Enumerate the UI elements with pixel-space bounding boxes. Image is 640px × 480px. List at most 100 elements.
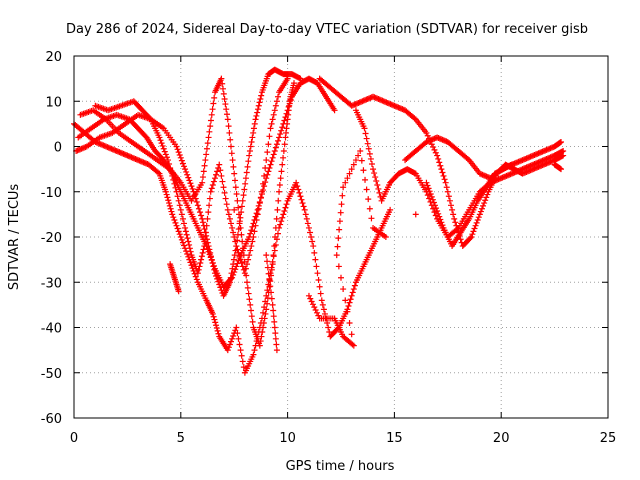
- data-point: [265, 141, 272, 148]
- y-tick-label: -60: [41, 412, 62, 427]
- data-point: [217, 167, 224, 174]
- data-point: [163, 191, 170, 198]
- data-point: [367, 155, 374, 162]
- data-point: [508, 161, 515, 168]
- data-point: [270, 111, 277, 118]
- data-point: [224, 116, 231, 123]
- data-point: [171, 217, 178, 224]
- data-point: [238, 352, 245, 359]
- data-point: [308, 234, 315, 240]
- data-point: [213, 325, 220, 332]
- data-point: [224, 206, 231, 213]
- data-point: [175, 197, 182, 204]
- data-point: [209, 106, 216, 113]
- data-point: [198, 256, 205, 263]
- data-point: [225, 344, 232, 351]
- data-point: [272, 224, 279, 231]
- data-point: [204, 215, 211, 222]
- data-point: [363, 135, 370, 142]
- data-layer: [71, 66, 567, 376]
- data-point: [234, 197, 241, 204]
- data-point: [439, 222, 446, 229]
- data-point: [219, 178, 226, 185]
- data-point: [204, 140, 211, 147]
- data-point: [252, 116, 259, 123]
- data-point: [214, 168, 221, 175]
- data-point: [312, 306, 319, 313]
- data-point: [315, 312, 322, 319]
- data-point: [258, 333, 265, 340]
- data-point: [223, 111, 230, 118]
- data-point: [248, 243, 255, 250]
- data-point: [338, 201, 345, 208]
- data-point: [442, 179, 449, 186]
- data-point: [211, 175, 218, 182]
- data-point: [272, 335, 279, 342]
- data-point: [253, 112, 260, 119]
- data-point: [267, 278, 274, 285]
- data-point: [273, 141, 280, 148]
- data-point: [242, 175, 249, 182]
- data-point: [236, 253, 243, 260]
- data-point: [429, 196, 436, 203]
- data-point: [248, 227, 255, 234]
- plot-frame: [73, 55, 609, 419]
- data-point: [299, 200, 306, 207]
- data-point: [297, 75, 304, 82]
- data-point: [311, 249, 318, 256]
- data-point: [558, 166, 565, 173]
- data-point: [211, 266, 218, 273]
- data-point: [214, 327, 221, 334]
- data-point: [205, 209, 212, 216]
- data-point: [202, 157, 209, 164]
- data-point: [233, 263, 240, 270]
- data-point: [235, 335, 242, 342]
- data-point: [435, 155, 442, 162]
- data-point: [187, 248, 194, 255]
- data-point: [227, 136, 234, 143]
- data-point: [220, 184, 227, 191]
- data-point: [241, 270, 248, 277]
- data-point: [349, 289, 356, 296]
- x-tick-label: 25: [600, 431, 617, 446]
- data-point: [218, 75, 225, 82]
- data-point: [279, 161, 286, 168]
- data-point: [365, 196, 372, 203]
- data-point: [239, 358, 246, 365]
- data-point: [231, 252, 238, 259]
- data-point: [167, 205, 174, 212]
- data-point: [266, 276, 273, 283]
- data-point: [350, 161, 357, 168]
- data-point: [209, 181, 216, 188]
- data-point: [177, 206, 184, 213]
- data-point: [276, 134, 283, 141]
- data-point: [451, 215, 458, 222]
- data-point: [185, 174, 192, 181]
- data-point: [436, 159, 443, 166]
- data-point: [313, 263, 320, 270]
- data-point: [431, 209, 438, 216]
- data-point: [194, 202, 201, 209]
- data-point: [178, 211, 185, 218]
- data-point: [271, 324, 278, 331]
- data-point: [222, 195, 229, 202]
- data-point: [452, 219, 459, 226]
- data-point: [264, 149, 271, 156]
- data-point: [371, 170, 378, 177]
- data-point: [342, 297, 349, 304]
- data-point: [279, 214, 286, 221]
- data-point: [363, 186, 370, 193]
- data-point: [346, 319, 353, 326]
- data-point: [255, 205, 262, 212]
- data-point: [273, 215, 280, 222]
- x-tick-label: 5: [177, 431, 185, 446]
- data-point: [361, 125, 368, 132]
- data-point: [201, 226, 208, 233]
- data-point: [226, 341, 233, 348]
- data-point: [249, 223, 256, 230]
- data-point: [186, 241, 193, 248]
- data-point: [245, 290, 252, 297]
- data-point: [423, 129, 430, 136]
- data-point: [207, 117, 214, 124]
- data-point: [228, 270, 235, 277]
